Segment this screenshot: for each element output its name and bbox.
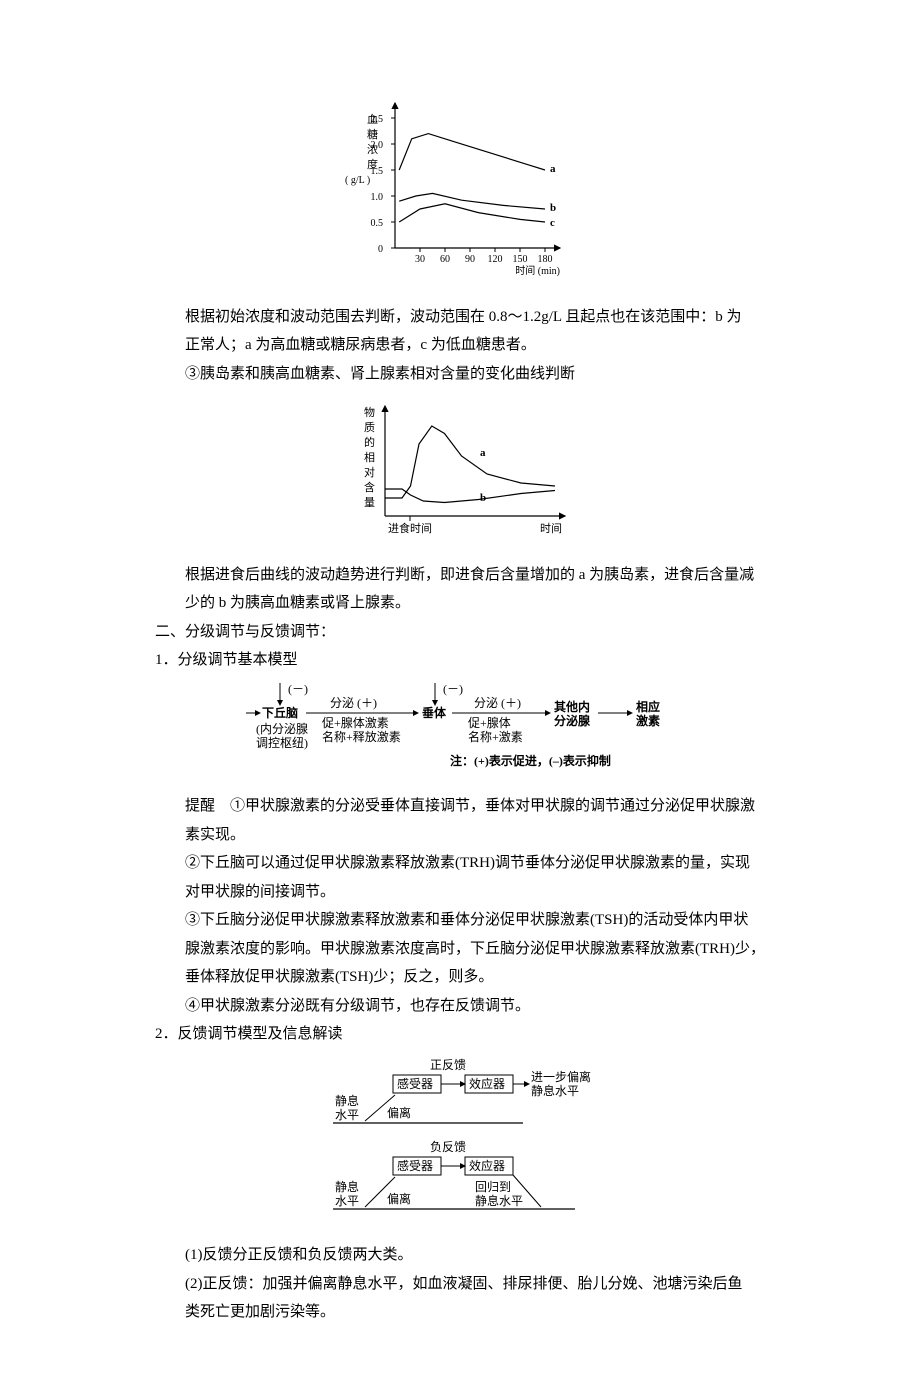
heading-2-2: 2．反馈调节模型及信息解读 — [155, 1020, 765, 1049]
para-remind-3a: ③下丘脑分泌促甲状腺激素释放激素和垂体分泌促甲状腺激素(TSH)的活动受体内甲状 — [185, 906, 765, 935]
svg-text:效应器: 效应器 — [469, 1158, 505, 1173]
svg-text:进一步偏离: 进一步偏离 — [531, 1069, 591, 1084]
svg-text:下丘脑: 下丘脑 — [262, 705, 298, 720]
blood-sugar-chart: 血 糖 浓 度 ( g/L ) 0 0.5 1.0 1.5 2.0 2.5 30… — [155, 88, 765, 299]
svg-text:垂体: 垂体 — [422, 705, 447, 720]
svg-text:(内分泌腺: (内分泌腺 — [256, 722, 308, 736]
svg-text:2.0: 2.0 — [371, 140, 384, 151]
para-remind-3c: 垂体释放促甲状腺激素(TSH)少；反之，则多。 — [185, 963, 765, 992]
para-remind-4: ④甲状腺激素分泌既有分级调节，也存在反馈调节。 — [185, 992, 765, 1021]
svg-text:分泌 (＋): 分泌 (＋) — [330, 696, 377, 710]
para-initial-judge-1: 根据初始浓度和波动范围去判断，波动范围在 0.8～1.2g/L 且起点也在该范围… — [185, 303, 765, 332]
svg-text:(－): (－) — [288, 682, 308, 696]
feedback-model-flow: 正反馈 感受器 效应器 进一步偏离 静息水平 静息 水平 偏离 负反馈 感受器 … — [155, 1055, 765, 1236]
para-remind-1a: 提醒 ①甲状腺激素的分泌受垂体直接调节，垂体对甲状腺的调节通过分泌促甲状腺激 — [185, 792, 765, 821]
svg-text:促+腺体: 促+腺体 — [468, 716, 511, 730]
chart1-xlabel: 时间 (min) — [515, 264, 560, 277]
para-insulin-title: ③胰岛素和胰高血糖素、肾上腺素相对含量的变化曲线判断 — [185, 360, 765, 389]
svg-text:0.5: 0.5 — [371, 218, 384, 229]
chart2-curve-a — [385, 426, 555, 498]
para-remind-1b: 素实现。 — [185, 821, 765, 850]
svg-text:水平: 水平 — [335, 1108, 359, 1122]
chart1-label-a: a — [550, 163, 556, 175]
hormone-chart: 物 质 的 相 对 含 量 进食时间 时间 a b — [155, 396, 765, 557]
svg-text:的: 的 — [364, 435, 375, 449]
para-initial-judge-2: 正常人；a 为高血糖或糖尿病患者，c 为低血糖患者。 — [185, 331, 765, 360]
svg-text:注：(+)表示促进，(–)表示抑制: 注：(+)表示促进，(–)表示抑制 — [450, 753, 611, 768]
svg-text:促+腺体激素: 促+腺体激素 — [322, 716, 389, 730]
svg-text:偏离: 偏离 — [387, 1105, 411, 1120]
svg-text:0: 0 — [378, 244, 383, 255]
svg-text:质: 质 — [364, 421, 375, 434]
svg-text:180: 180 — [538, 254, 553, 265]
svg-text:名称+激素: 名称+激素 — [468, 729, 523, 744]
svg-text:水平: 水平 — [335, 1194, 359, 1208]
chart2-label-b: b — [480, 492, 486, 504]
svg-text:含: 含 — [364, 480, 375, 494]
chart2-label-a: a — [480, 447, 486, 459]
svg-text:对: 对 — [364, 465, 375, 479]
svg-text:分泌 (＋): 分泌 (＋) — [474, 696, 521, 710]
para-remind-2a: ②下丘脑可以通过促甲状腺激素释放激素(TRH)调节垂体分泌促甲状腺激素的量，实现 — [185, 849, 765, 878]
svg-text:正反馈: 正反馈 — [430, 1058, 466, 1072]
chart1-xticks: 30 60 90 120 150 180 — [415, 248, 553, 265]
para-feedback-2a: (2)正反馈：加强并偏离静息水平，如血液凝固、排尿排便、胎儿分娩、池塘污染后鱼 — [185, 1270, 765, 1299]
chart2-xlabel-left: 进食时间 — [388, 521, 432, 535]
hierarchical-regulation-flow: (－) (－) 下丘脑 (内分泌腺 调控枢纽) 分泌 (＋) 促+腺体激素 名称… — [155, 681, 765, 787]
svg-text:效应器: 效应器 — [469, 1076, 505, 1091]
svg-text:名称+释放激素: 名称+释放激素 — [322, 729, 401, 744]
svg-text:(－): (－) — [443, 682, 463, 696]
svg-text:激素: 激素 — [636, 713, 660, 728]
svg-text:150: 150 — [513, 254, 528, 265]
para-remind-3b: 腺激素浓度的影响。甲状腺激素浓度高时，下丘脑分泌促甲状腺激素释放激素(TRH)少… — [185, 935, 765, 964]
svg-text:相应: 相应 — [636, 699, 660, 714]
svg-text:120: 120 — [488, 254, 503, 265]
svg-text:1.5: 1.5 — [371, 166, 384, 177]
svg-text:静息水平: 静息水平 — [531, 1083, 579, 1098]
svg-text:30: 30 — [415, 254, 425, 265]
svg-text:90: 90 — [465, 254, 475, 265]
svg-text:60: 60 — [440, 254, 450, 265]
svg-text:感受器: 感受器 — [397, 1076, 433, 1091]
heading-2: 二、分级调节与反馈调节： — [155, 618, 765, 647]
chart1-ylabel-2: 糖 — [367, 127, 378, 141]
para-remind-2b: 对甲状腺的间接调节。 — [185, 878, 765, 907]
chart1-curve-b — [399, 193, 545, 209]
svg-text:其他内: 其他内 — [554, 699, 590, 714]
svg-text:回归到: 回归到 — [475, 1180, 511, 1194]
svg-text:分泌腺: 分泌腺 — [554, 713, 591, 728]
svg-text:感受器: 感受器 — [397, 1158, 433, 1173]
chart1-label-b: b — [550, 202, 556, 214]
chart1-curve-a — [399, 134, 545, 170]
svg-text:量: 量 — [364, 496, 375, 509]
svg-text:2.5: 2.5 — [371, 114, 384, 125]
svg-text:静息: 静息 — [335, 1093, 359, 1108]
svg-text:1.0: 1.0 — [371, 192, 384, 203]
svg-text:相: 相 — [364, 451, 375, 464]
svg-text:静息水平: 静息水平 — [475, 1193, 523, 1208]
para-trend-1: 根据进食后曲线的波动趋势进行判断，即进食后含量增加的 a 为胰岛素，进食后含量减 — [185, 561, 765, 590]
heading-2-1: 1．分级调节基本模型 — [155, 646, 765, 675]
svg-text:偏离: 偏离 — [387, 1191, 411, 1206]
chart2-curve-b — [385, 489, 555, 503]
para-feedback-2b: 类死亡更加剧污染等。 — [185, 1298, 765, 1327]
svg-text:负反馈: 负反馈 — [430, 1140, 466, 1154]
svg-text:静息: 静息 — [335, 1179, 359, 1194]
para-feedback-1: (1)反馈分正反馈和负反馈两大类。 — [185, 1241, 765, 1270]
svg-text:物: 物 — [364, 405, 375, 419]
chart1-label-c: c — [550, 217, 555, 229]
chart2-xlabel-right: 时间 — [540, 522, 562, 535]
chart1-yunit: ( g/L ) — [345, 175, 370, 186]
para-trend-2: 少的 b 为胰高血糖素或肾上腺素。 — [185, 589, 765, 618]
svg-text:调控枢纽): 调控枢纽) — [256, 735, 308, 750]
